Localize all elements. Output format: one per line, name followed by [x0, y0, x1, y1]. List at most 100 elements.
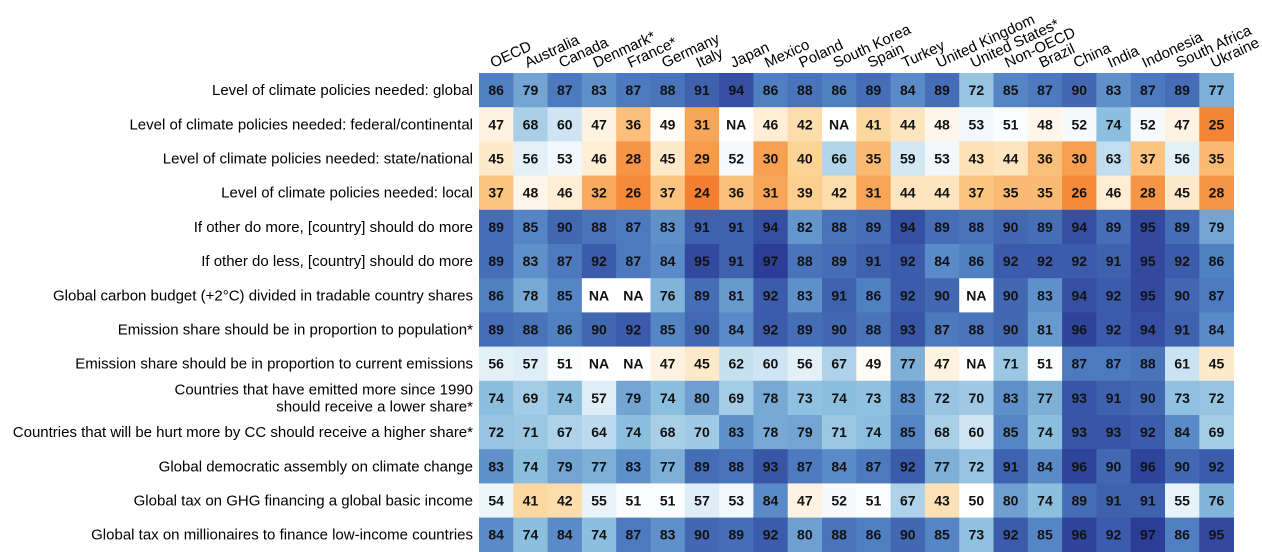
heatmap-cell	[822, 244, 857, 279]
cell-value-label: 81	[728, 287, 744, 303]
cell-value-label: 92	[1209, 458, 1225, 474]
heatmap-cell	[856, 517, 891, 552]
heatmap-cell	[822, 517, 857, 552]
cell-value-label: 91	[1174, 322, 1190, 338]
heatmap-cell	[1062, 380, 1097, 416]
heatmap-cell	[890, 380, 926, 416]
cell-value-label: 43	[969, 151, 985, 167]
cell-value-label: NA	[623, 356, 643, 372]
cell-value-label: 28	[1209, 185, 1225, 201]
cell-value-label: 93	[1071, 424, 1087, 440]
cell-value-label: 83	[1037, 287, 1053, 303]
cell-value-label: 43	[934, 493, 950, 509]
heatmap-cell	[547, 278, 583, 313]
cell-value-label: 88	[797, 82, 813, 98]
heatmap-cell	[547, 312, 583, 347]
cell-value-label: 77	[900, 356, 916, 372]
heatmap-cell	[547, 244, 583, 279]
cell-value-label: 92	[1106, 322, 1122, 338]
cell-value-label: 90	[1140, 390, 1156, 406]
heatmap-cell	[787, 346, 823, 382]
cell-value-label: 83	[1106, 82, 1122, 98]
cell-value-label: 86	[831, 82, 847, 98]
cell-value-label: 96	[1140, 458, 1156, 474]
row-label: Level of climate policies needed: local	[221, 185, 473, 202]
cell-value-label: 83	[728, 424, 744, 440]
heatmap-cell	[924, 415, 960, 450]
cell-value-label: 71	[523, 424, 539, 440]
cell-value-label: 28	[626, 151, 642, 167]
heatmap-cell	[547, 449, 583, 484]
cell-value-label: 89	[866, 219, 882, 235]
heatmap-cell	[890, 73, 926, 108]
cell-value-label: 79	[557, 458, 573, 474]
heatmap-cell	[513, 449, 548, 484]
cell-value-label: 90	[1003, 322, 1019, 338]
cell-value-label: 92	[626, 322, 642, 338]
cell-value-label: 80	[1003, 493, 1019, 509]
heatmap-cell	[1027, 312, 1063, 347]
cell-value-label: 97	[1140, 527, 1156, 543]
heatmap-cell	[856, 244, 891, 279]
heatmap-cell	[581, 312, 617, 347]
heatmap-cell	[684, 278, 720, 313]
heatmap-cell	[1199, 483, 1234, 518]
heatmap-cell	[650, 415, 686, 450]
heatmap-cell	[616, 415, 651, 450]
cell-value-label: 26	[626, 185, 642, 201]
cell-value-label: 95	[694, 253, 710, 269]
heatmap-cell	[1027, 415, 1063, 450]
cell-value-label: 74	[626, 424, 642, 440]
heatmap-cell	[719, 346, 754, 382]
heatmap-cell	[1199, 175, 1234, 211]
heatmap-cell	[924, 141, 960, 176]
cell-value-label: NA	[726, 116, 746, 132]
cell-value-label: 47	[660, 356, 676, 372]
heatmap-cell	[616, 346, 651, 382]
heatmap-cell	[513, 517, 548, 552]
cell-value-label: 92	[1106, 287, 1122, 303]
heatmap-cell	[787, 107, 823, 142]
heatmap-cell	[1096, 175, 1132, 211]
row-label: Countries that will be hurt more by CC s…	[13, 424, 473, 441]
cell-value-label: 28	[1140, 185, 1156, 201]
heatmap-cell	[856, 449, 891, 484]
heatmap-cell	[890, 346, 926, 382]
cell-value-label: 87	[1037, 82, 1053, 98]
heatmap-cell	[479, 449, 514, 484]
heatmap-cell	[684, 380, 720, 416]
cell-value-label: 73	[797, 390, 813, 406]
cell-value-label: 36	[728, 185, 744, 201]
cell-value-label: 92	[763, 322, 779, 338]
cell-value-label: 35	[1003, 185, 1019, 201]
cell-value-label: 61	[1174, 356, 1190, 372]
heatmap-cell	[1062, 244, 1097, 279]
heatmap-cell	[993, 107, 1029, 142]
heatmap-cell	[719, 175, 754, 211]
cell-value-label: 85	[900, 424, 916, 440]
heatmap-cell	[650, 346, 686, 382]
heatmap-cell	[959, 209, 994, 245]
heatmap-cell	[924, 175, 960, 211]
cell-value-label: 83	[900, 390, 916, 406]
heatmap-cell	[1165, 517, 1200, 552]
heatmap-cell	[924, 209, 960, 245]
cell-value-label: 60	[969, 424, 985, 440]
row-label: Level of climate policies needed: federa…	[129, 116, 473, 133]
heatmap-cell	[959, 415, 994, 450]
cell-value-label: 90	[557, 219, 573, 235]
cell-value-label: 79	[1209, 219, 1225, 235]
cell-value-label: 84	[831, 458, 847, 474]
heatmap-cell	[959, 73, 994, 108]
heatmap-cell	[822, 380, 857, 416]
cell-value-label: 71	[1003, 356, 1019, 372]
cell-value-label: 80	[694, 390, 710, 406]
heatmap-cell	[1130, 449, 1166, 484]
row-label: Level of climate policies needed: global	[212, 82, 473, 99]
cell-value-label: 92	[1071, 253, 1087, 269]
cell-value-label: 87	[626, 82, 642, 98]
cell-value-label: 89	[728, 527, 744, 543]
cell-value-label: 79	[523, 82, 539, 98]
heatmap-cell	[479, 278, 514, 313]
heatmap-cell	[1027, 209, 1063, 245]
